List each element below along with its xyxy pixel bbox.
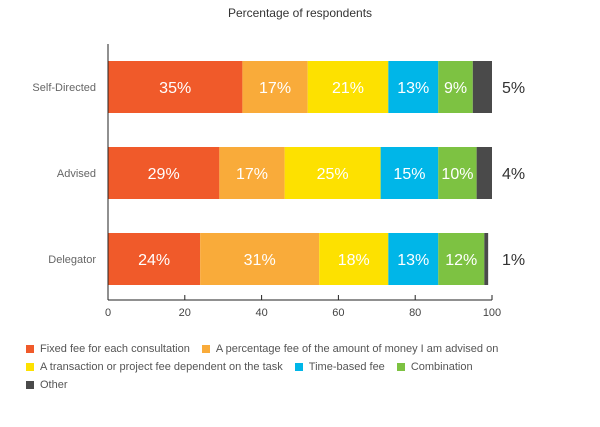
bar-self-directed-time-based-fee — [388, 61, 439, 113]
legend-row-1: Fixed fee for each consultation A percen… — [26, 340, 586, 358]
legend-label-other: Other — [40, 379, 68, 391]
x-axis: 0 20 40 60 80 100 — [105, 44, 501, 319]
category-label-self-directed: Self-Directed — [32, 82, 96, 94]
bar-advised-other — [476, 147, 492, 199]
data-label-delegator-fixed-fee-for-each-consu: 24% — [138, 252, 170, 269]
bar-delegator-a-transaction-or-project — [319, 233, 389, 285]
x-tick-label-40: 40 — [255, 307, 267, 319]
data-label-delegator-a-transaction-or-project: 18% — [338, 252, 370, 269]
legend-label-combination: Combination — [410, 361, 473, 373]
bar-delegator-time-based-fee — [388, 233, 439, 285]
bar-self-directed-fixed-fee-for-each-consu — [108, 61, 243, 113]
data-label-advised-time-based-fee: 15% — [393, 166, 425, 183]
data-label-advised-a-transaction-or-project: 25% — [317, 166, 349, 183]
data-label-advised-other: 4% — [502, 166, 525, 183]
bar-delegator-other — [484, 233, 489, 285]
data-label-delegator-a-percentage-fee-of-the-: 31% — [244, 252, 276, 269]
legend-item-percentage-fee: A percentage fee of the amount of money … — [201, 340, 499, 358]
x-tick-label-60: 60 — [332, 307, 344, 319]
bar-delegator-combination — [438, 233, 485, 285]
legend-item-combination: Combination — [396, 358, 473, 376]
legend-swatch-percentage-fee — [201, 345, 210, 353]
legend-item-time-based-fee: Time-based fee — [294, 358, 385, 376]
bar-advised-a-percentage-fee-of-the- — [219, 147, 285, 199]
data-label-self-directed-time-based-fee: 13% — [397, 80, 429, 97]
bar-advised-combination — [438, 147, 477, 199]
x-tick-label-20: 20 — [179, 307, 191, 319]
legend-item-other: Other — [26, 376, 68, 394]
data-label-self-directed-a-transaction-or-project: 21% — [332, 80, 364, 97]
legend-row-3: Other — [26, 376, 586, 394]
legend-swatch-time-based-fee — [294, 363, 303, 371]
bar-self-directed-a-percentage-fee-of-the- — [242, 61, 308, 113]
bar-self-directed-a-transaction-or-project — [307, 61, 389, 113]
legend-label-transaction-fee: A transaction or project fee dependent o… — [40, 361, 283, 373]
data-label-advised-a-percentage-fee-of-the-: 17% — [236, 166, 268, 183]
category-label-advised: Advised — [57, 168, 96, 180]
bar-advised-a-transaction-or-project — [284, 147, 381, 199]
legend-row-2: A transaction or project fee dependent o… — [26, 358, 586, 376]
data-label-self-directed-fixed-fee-for-each-consu: 35% — [159, 80, 191, 97]
bar-advised-fixed-fee-for-each-consu — [108, 147, 220, 199]
bar-self-directed-combination — [438, 61, 473, 113]
legend-item-fixed-fee: Fixed fee for each consultation — [26, 340, 190, 358]
legend: Fixed fee for each consultation A percen… — [26, 340, 586, 394]
x-tick-label-80: 80 — [409, 307, 421, 319]
x-tick-label-0: 0 — [105, 307, 111, 319]
legend-label-time-based-fee: Time-based fee — [308, 361, 385, 373]
data-label-delegator-time-based-fee: 13% — [397, 252, 429, 269]
bars-group: Self-Directed 35% 17% 21% 13% 9% 5% Advised 29% 1… — [32, 61, 525, 285]
legend-swatch-transaction-fee — [26, 363, 34, 371]
data-label-advised-combination: 10% — [441, 166, 473, 183]
data-label-delegator-combination: 12% — [445, 252, 477, 269]
bar-self-directed-other — [472, 61, 492, 113]
bar-delegator-a-percentage-fee-of-the- — [200, 233, 320, 285]
legend-swatch-other — [26, 381, 34, 389]
legend-item-transaction-fee: A transaction or project fee dependent o… — [26, 358, 283, 376]
bar-delegator-fixed-fee-for-each-consu — [108, 233, 201, 285]
legend-label-percentage-fee: A percentage fee of the amount of money … — [215, 343, 499, 355]
legend-label-fixed-fee: Fixed fee for each consultation — [40, 343, 190, 355]
chart-title: Percentage of respondents — [228, 6, 372, 20]
data-label-advised-fixed-fee-for-each-consu: 29% — [148, 166, 180, 183]
legend-swatch-fixed-fee — [26, 345, 34, 353]
legend-swatch-combination — [396, 363, 405, 371]
data-label-self-directed-a-percentage-fee-of-the-: 17% — [259, 80, 291, 97]
data-label-self-directed-other: 5% — [502, 80, 525, 97]
category-label-delegator: Delegator — [48, 254, 96, 266]
x-tick-label-100: 100 — [483, 307, 501, 319]
data-label-self-directed-combination: 9% — [444, 80, 467, 97]
bar-advised-time-based-fee — [380, 147, 439, 199]
data-label-delegator-other: 1% — [502, 252, 525, 269]
